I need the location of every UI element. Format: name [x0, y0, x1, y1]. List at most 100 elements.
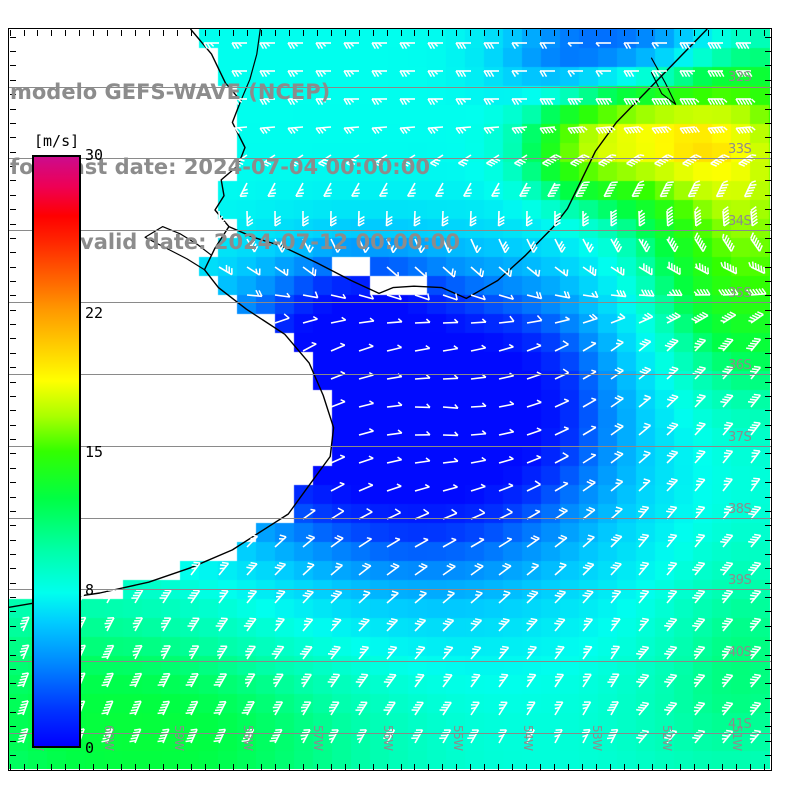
latitude-label: 38S	[728, 501, 752, 517]
axis-tick-minor	[609, 29, 611, 36]
axis-tick-minor	[246, 29, 248, 36]
axis-tick-minor	[9, 36, 16, 38]
axis-tick-minor	[428, 763, 430, 770]
axis-tick-minor	[9, 252, 16, 254]
axis-tick-minor	[554, 763, 556, 770]
axis-tick-minor	[23, 29, 25, 36]
axis-tick-minor	[9, 582, 16, 584]
gridline-parallel	[9, 302, 771, 303]
axis-tick-minor	[218, 763, 220, 770]
axis-tick-minor	[51, 763, 53, 770]
axis-tick-minor	[232, 29, 234, 36]
axis-tick-minor	[9, 237, 16, 239]
axis-tick-minor	[274, 763, 276, 770]
axis-tick-minor	[9, 769, 16, 771]
axis-tick-minor	[637, 29, 639, 36]
latitude-label: 40S	[728, 645, 752, 661]
axis-tick-minor	[764, 410, 771, 412]
axis-tick-minor	[665, 763, 667, 770]
axis-tick-minor	[358, 29, 360, 36]
axis-tick-minor	[121, 763, 123, 770]
gridline-parallel	[9, 230, 771, 232]
axis-tick-minor	[9, 611, 16, 613]
axis-tick-minor	[9, 763, 11, 770]
latitude-label: 34S	[728, 214, 752, 230]
axis-tick-minor	[9, 740, 16, 742]
axis-tick-minor	[428, 29, 430, 36]
axis-tick-minor	[623, 29, 625, 36]
axis-tick-minor	[9, 51, 16, 53]
axis-tick-minor	[764, 151, 771, 153]
axis-tick-minor	[764, 568, 771, 570]
colorbar-units-label: [m/s]	[34, 132, 80, 150]
gridline-parallel	[9, 158, 771, 160]
axis-tick-minor	[764, 712, 771, 713]
axis-tick-minor	[9, 625, 16, 627]
gridline-parallel	[9, 445, 771, 447]
axis-tick-minor	[274, 29, 276, 36]
axis-tick-minor	[763, 29, 765, 36]
longitude-label: 53W	[590, 725, 605, 751]
axis-tick-minor	[764, 324, 771, 326]
axis-tick-minor	[163, 29, 165, 36]
axis-tick-minor	[9, 29, 11, 36]
axis-tick-minor	[149, 763, 151, 770]
axis-tick-minor	[764, 625, 771, 627]
axis-tick-minor	[344, 763, 346, 770]
axis-tick-minor	[316, 763, 318, 770]
axis-tick-minor	[764, 654, 771, 656]
axis-tick-minor	[693, 29, 695, 36]
latitude-label: 36S	[728, 357, 752, 373]
axis-ticks-right	[8, 28, 772, 771]
axis-tick-minor	[764, 510, 771, 512]
axis-tick-minor	[651, 29, 653, 36]
axis-tick-minor	[707, 763, 709, 770]
gridline-parallel	[9, 373, 771, 375]
axis-tick-minor	[107, 763, 109, 770]
axis-tick-minor	[721, 29, 723, 36]
axis-tick-minor	[288, 29, 290, 36]
gridline-parallel	[9, 86, 771, 88]
axis-tick-minor	[764, 352, 771, 354]
axis-tick-minor	[596, 763, 597, 770]
axis-tick-minor	[764, 467, 771, 469]
axis-tick-minor	[596, 29, 597, 36]
axis-tick-minor	[693, 763, 695, 770]
axis-tick-minor	[764, 36, 771, 38]
axis-tick-minor	[232, 763, 234, 770]
axis-tick-minor	[260, 29, 262, 36]
axis-tick-minor	[163, 763, 165, 770]
latitude-label: 35S	[728, 286, 752, 301]
axis-tick-minor	[764, 194, 771, 196]
latitude-label: 41S	[728, 717, 752, 733]
axis-tick-minor	[764, 122, 771, 124]
axis-tick-minor	[9, 712, 16, 713]
axis-tick-minor	[470, 29, 472, 36]
axis-tick-minor	[679, 29, 681, 36]
axis-tick-minor	[764, 554, 771, 555]
axis-tick-minor	[9, 597, 16, 599]
latitude-label: 32S	[728, 70, 752, 86]
axis-tick-minor	[316, 29, 318, 36]
axis-tick-minor	[414, 29, 416, 36]
axis-tick-minor	[764, 237, 771, 239]
axis-tick-minor	[442, 763, 444, 770]
axis-tick-minor	[79, 763, 81, 770]
axis-tick-minor	[330, 29, 332, 36]
axis-tick-minor	[764, 726, 771, 728]
axis-tick-minor	[764, 539, 771, 541]
axis-tick-minor	[107, 29, 109, 36]
axis-tick-minor	[302, 763, 304, 770]
axis-tick-minor	[9, 122, 16, 124]
axis-tick-minor	[330, 763, 332, 770]
axis-tick-minor	[763, 763, 765, 770]
colorbar-tick-15: 15	[85, 442, 104, 461]
axis-tick-minor	[764, 65, 771, 67]
axis-tick-minor	[65, 29, 67, 36]
longitude-label: 59W	[171, 725, 186, 751]
axis-tick-minor	[9, 395, 16, 397]
axis-tick-minor	[764, 367, 771, 369]
axis-tick-minor	[9, 539, 16, 541]
gridline-parallel	[9, 661, 771, 663]
axis-tick-minor	[764, 51, 771, 53]
